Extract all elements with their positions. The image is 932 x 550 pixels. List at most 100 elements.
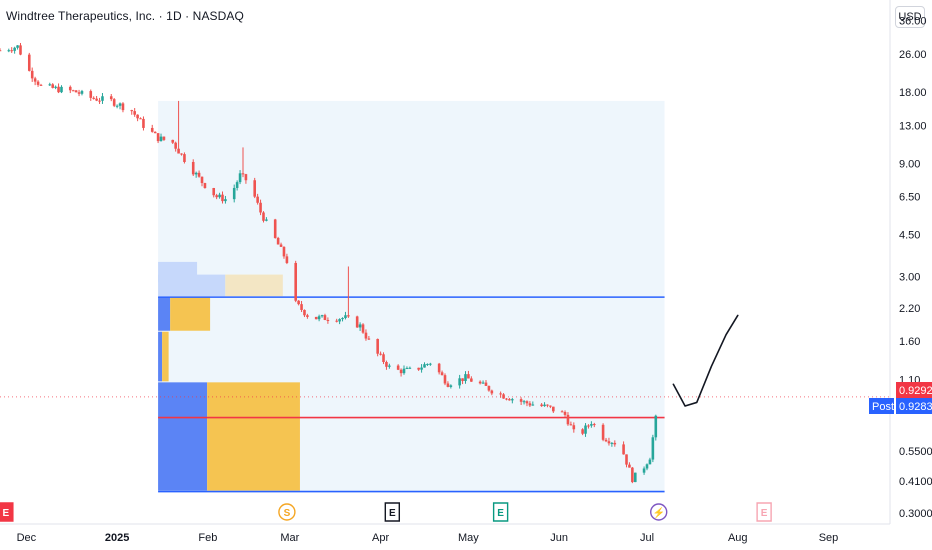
candle-body [224,199,227,202]
candle-body [159,136,163,142]
candle-body [238,173,242,183]
horizontal-levels[interactable] [0,296,890,493]
candle-body [118,103,122,106]
candle-body [358,324,362,328]
event-letter: ⚡ [652,506,664,519]
candle-body [54,86,57,88]
event-marker-2: E [384,502,401,522]
event-markers[interactable]: E S E E ⚡ E [0,502,772,522]
candle-body [265,219,268,221]
candle-body [133,111,136,115]
candle-body [420,367,423,370]
x-tick-label: Jul [640,532,654,544]
candle-body [162,136,166,140]
time-axis[interactable]: Dec 2025 Feb Mar Apr May Jun Jul Aug Sep [17,532,839,544]
volume-profile-sell-3 [162,331,169,382]
candle-body [408,367,412,369]
candle-body [183,154,186,162]
candle-body [30,70,34,79]
price-axis[interactable]: 36.00 26.00 18.00 13.00 9.00 6.50 4.50 3.00 2.20… [899,16,932,521]
volume-profile-sell-1 [225,274,283,297]
candle-body [130,110,134,112]
x-tick-label: Mar [280,532,299,544]
candle-body [232,187,236,200]
candle-body [306,315,309,317]
candle-body [525,401,529,404]
volume-profile-buy-3 [158,331,163,382]
candle-body [645,464,649,469]
candle-body [607,441,611,444]
candle-body [0,50,2,52]
candle-body [297,300,300,305]
event-letter: E [389,508,396,519]
y-tick-label: 6.50 [899,192,920,204]
candle-body [458,378,461,386]
last-price-label: 0.9292 [899,385,932,397]
candle-body [180,153,183,155]
post-tag-label: Post [872,401,894,413]
event-badge [0,502,14,522]
candle-body [212,188,216,196]
candle-body [423,364,426,368]
candle-body [388,365,391,367]
candle-body [417,367,420,370]
event-badge [756,502,772,522]
x-tick-label: 2025 [105,532,129,544]
candle-body [36,81,40,85]
candle-body [197,172,201,177]
candle-body [285,256,289,263]
candle-body [10,50,14,52]
last-price-tag [896,382,932,398]
volume-profile-sell-2 [170,297,211,331]
candle-body [604,439,608,442]
candle-body [80,91,84,94]
currency-button[interactable]: USD [895,6,925,28]
candle-body [519,399,523,402]
candle-body [27,54,31,71]
candle-body [156,133,160,142]
candle-body [344,315,347,319]
candle-body [7,50,11,52]
candle-body [531,404,535,406]
candle-body [153,131,157,134]
candle-body [385,362,388,367]
candle-body [150,127,154,132]
candle-body [218,194,221,198]
candle-body [92,97,95,99]
post-price-tag [896,398,932,414]
candle-body [566,414,570,425]
y-tick-label: 13.00 [899,120,927,132]
candle-body [443,375,447,384]
candle-body [74,90,78,93]
candle-body [361,324,365,333]
candle-body [543,404,546,407]
candle-body [396,365,400,370]
candle-body [382,354,385,363]
projection-drawing[interactable] [672,314,739,407]
candle-body [449,385,453,387]
candle-body [174,142,177,149]
event-marker-4: ⚡ [650,503,668,521]
candle-body [648,459,652,465]
candle-body [317,316,321,320]
volume-profile-buy-4 [158,382,208,491]
event-badge [492,502,509,522]
candle-body [569,424,573,426]
y-tick-label: 2.20 [899,303,920,315]
candle-body [601,424,605,440]
event-marker-0: E [0,502,14,522]
candle-body [142,118,145,128]
candle-body [39,84,43,86]
x-tick-label: Jun [550,532,568,544]
candle-body [19,45,22,55]
candle-body [405,367,409,369]
candle-body [203,183,207,189]
candle-body [467,374,470,379]
candle-body [522,401,526,403]
candle-body [121,103,125,111]
candle-body [651,437,655,460]
event-letter: E [497,508,504,519]
candle-body [584,425,587,434]
event-letter: S [284,508,291,519]
